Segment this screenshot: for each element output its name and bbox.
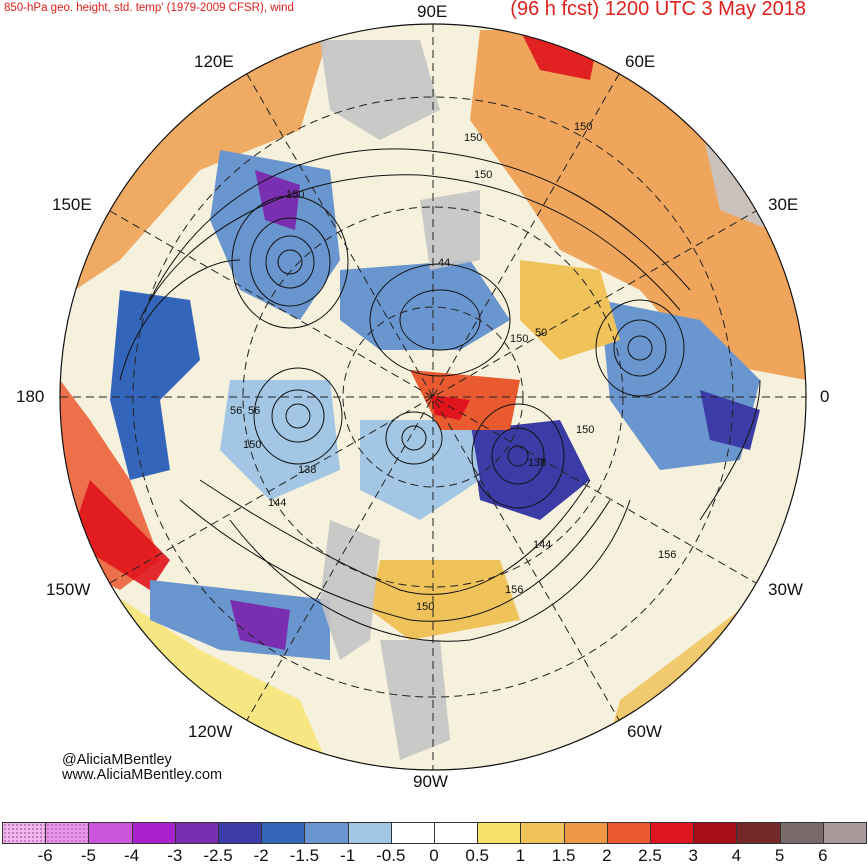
colorbar-tick-label: 0 bbox=[429, 846, 439, 865]
colorbar-swatch bbox=[218, 822, 263, 844]
contour-label: 150 bbox=[510, 333, 528, 345]
contour-label: 144 bbox=[533, 539, 551, 551]
colorbar-swatch bbox=[304, 822, 349, 844]
polar-stereographic-map: 150 150 150 150 44 150 56 150 138 144 13… bbox=[59, 23, 807, 771]
longitude-label-30w: 30W bbox=[768, 580, 803, 599]
contour-label: 150 bbox=[416, 601, 434, 613]
colorbar-swatch bbox=[88, 822, 133, 844]
colorbar-tick-label: -6 bbox=[37, 846, 53, 865]
contour-label: 150 bbox=[474, 169, 492, 181]
colorbar-swatch bbox=[736, 822, 781, 844]
colorbar-tick-label: -5 bbox=[80, 846, 96, 865]
colorbar-tick-label: 2 bbox=[602, 846, 612, 865]
longitude-label-0: 0 bbox=[820, 387, 830, 406]
colorbar-swatch bbox=[174, 822, 219, 844]
contour-label: 138 bbox=[298, 464, 316, 476]
longitude-label-30e: 30E bbox=[768, 195, 799, 214]
height-contours bbox=[119, 148, 761, 642]
colorbar-tick-label: 3 bbox=[688, 846, 698, 865]
author-website[interactable]: www.AliciaMBentley.com bbox=[62, 767, 223, 783]
colorbar-tick-label: -0.5 bbox=[376, 846, 406, 865]
colorbar-swatch bbox=[434, 822, 479, 844]
author-handle: @AliciaMBentley bbox=[62, 752, 172, 768]
forecast-time-title: (96 h fcst) 1200 UTC 3 May 2018 bbox=[510, 0, 806, 20]
colorbar-swatch bbox=[650, 822, 695, 844]
contour-label: 150 bbox=[286, 189, 304, 201]
graticule bbox=[60, 24, 806, 770]
longitude-label-120w: 120W bbox=[188, 722, 233, 741]
colorbar-swatch bbox=[45, 822, 90, 844]
colorbar-tick-label: -4 bbox=[124, 846, 140, 865]
map-boundary bbox=[59, 23, 807, 771]
colorbar-swatch bbox=[2, 822, 47, 844]
longitude-label-150w: 150W bbox=[46, 580, 91, 599]
contour-label: 150 bbox=[464, 132, 482, 144]
colorbar-swatch bbox=[606, 822, 651, 844]
contour-label: 156 bbox=[505, 584, 523, 596]
contour-value-labels: 150 150 150 150 44 150 56 150 138 144 13… bbox=[230, 121, 676, 613]
contour-label: 44 bbox=[438, 257, 450, 269]
colorbar-swatch bbox=[390, 822, 435, 844]
colorbar-swatch bbox=[347, 822, 392, 844]
longitude-label-180: 180 bbox=[16, 387, 45, 406]
longitude-label-90e: 90E bbox=[417, 2, 448, 21]
colorbar-tick-label: 1 bbox=[515, 846, 526, 865]
colorbar-swatch bbox=[693, 822, 738, 844]
contour-label: 138 bbox=[528, 457, 546, 469]
longitude-label-150e: 150E bbox=[52, 195, 92, 214]
colorbar-tick-label: -2 bbox=[253, 846, 269, 865]
colorbar-swatch bbox=[261, 822, 306, 844]
colorbar-swatch bbox=[477, 822, 522, 844]
contour-label: 56 bbox=[230, 405, 242, 417]
contour-label: 50 bbox=[535, 327, 547, 339]
colorbar-tick-label: 5 bbox=[774, 846, 785, 865]
colorbar-swatch bbox=[779, 822, 824, 844]
colorbar-swatch bbox=[563, 822, 608, 844]
contour-label: 150 bbox=[243, 439, 261, 451]
colorbar-tick-label: 6 bbox=[818, 846, 828, 865]
map-title: 850-hPa geo. height, std. temp' (1979-20… bbox=[4, 2, 294, 14]
longitude-label-60w: 60W bbox=[627, 722, 662, 741]
colorbar-tick-label: 2.5 bbox=[638, 846, 662, 865]
colorbar-tick-label: -1.5 bbox=[289, 846, 320, 865]
colorbar-tick-label: 0.5 bbox=[465, 846, 490, 865]
longitude-label-120e: 120E bbox=[194, 52, 234, 71]
colorbar-swatch bbox=[520, 822, 565, 844]
colorbar-tick-label: 1.5 bbox=[551, 846, 576, 865]
contour-label: 156 bbox=[658, 549, 676, 561]
colorbar-tick-label: -2.5 bbox=[203, 846, 233, 865]
colorbar-swatch bbox=[131, 822, 176, 844]
colorbar-tick-label: -1 bbox=[340, 846, 356, 865]
temperature-anomaly-colorbar: -6 -5 -4 -3 -2.5 -2 -1.5 -1 -0.5 0 0.5 1 1.5 2 2.5 3 4 5 6 bbox=[0, 822, 868, 865]
colorbar-swatch bbox=[822, 822, 867, 844]
contour-label: 150 bbox=[574, 121, 592, 133]
colorbar-tick-label: 4 bbox=[731, 846, 742, 865]
colorbar-tick-label: -3 bbox=[167, 846, 183, 865]
contour-label: 144 bbox=[268, 497, 286, 509]
contour-label: 56 bbox=[248, 405, 260, 417]
longitude-label-60e: 60E bbox=[625, 52, 656, 71]
longitude-label-90w: 90W bbox=[413, 772, 448, 791]
contour-label: 150 bbox=[576, 424, 594, 436]
